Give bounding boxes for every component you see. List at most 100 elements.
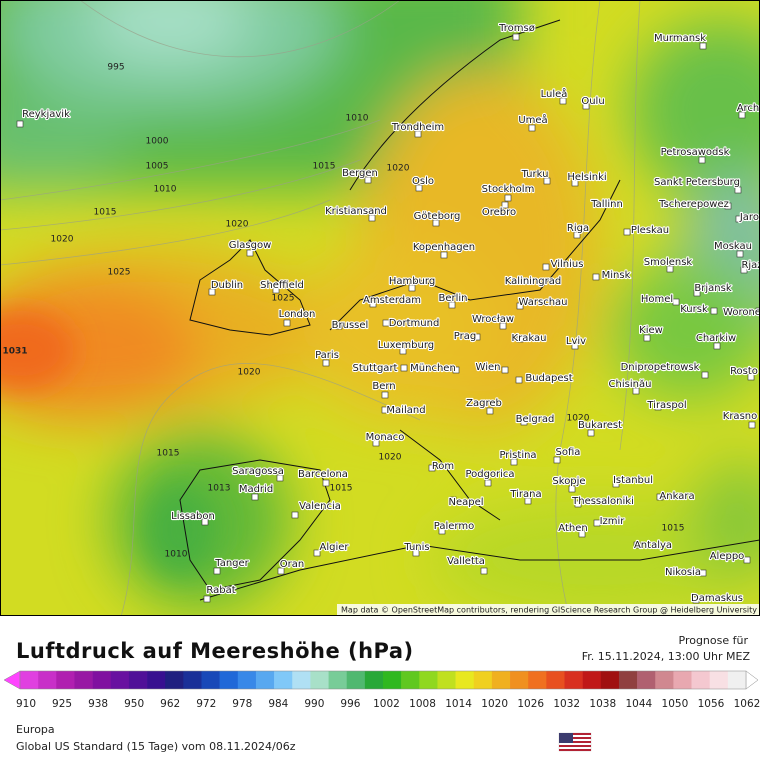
colorbar-swatch	[128, 671, 148, 689]
city-label: Petrosawodsk	[661, 147, 730, 158]
city-marker	[381, 391, 389, 399]
city-marker	[272, 286, 280, 294]
city-label: Athen	[558, 523, 587, 534]
city-label: Belgrad	[516, 414, 555, 425]
city-marker	[382, 319, 390, 327]
city-marker	[369, 300, 377, 308]
colorbar-swatch	[165, 671, 184, 689]
city-label: London	[279, 309, 316, 320]
colorbar-swatch	[655, 671, 674, 689]
colorbar-tick-label: 1002	[373, 698, 400, 710]
city-marker	[510, 458, 518, 466]
city-label: Hamburg	[389, 276, 435, 287]
city-label: Lissabon	[171, 511, 215, 522]
city-label: Rosto	[730, 366, 758, 377]
city-marker	[213, 567, 221, 575]
isobar-label: 1020	[226, 220, 249, 230]
colorbar-swatch	[255, 671, 275, 689]
city-label: Riga	[567, 223, 589, 234]
city-label: Tanger	[214, 558, 249, 569]
city-marker	[412, 549, 420, 557]
city-marker	[208, 288, 216, 296]
colorbar-swatch	[437, 671, 456, 689]
colorbar-swatch	[183, 671, 202, 689]
city-marker	[291, 511, 299, 519]
city-marker	[571, 342, 579, 350]
city-marker	[612, 480, 620, 488]
city-label: Luleå	[541, 87, 568, 100]
city-label: Rjaz	[741, 260, 760, 271]
colorbar-swatch	[310, 671, 329, 689]
city-marker	[251, 493, 259, 501]
city-marker	[713, 342, 721, 350]
colorbar-swatch	[74, 671, 93, 689]
city-marker	[587, 429, 595, 437]
city-marker	[568, 485, 576, 493]
city-label: Dnipropetrowsk	[621, 362, 700, 373]
city-label: Moskau	[714, 241, 752, 252]
city-marker	[633, 541, 641, 549]
city-label: Worone	[723, 307, 760, 318]
isobar-lines	[1, 1, 641, 615]
isobar-label: 1020	[238, 368, 261, 378]
city-label: Nikosia	[665, 567, 701, 578]
city-marker	[755, 307, 759, 315]
city-label: Göteborg	[414, 211, 461, 222]
city-label: Umeå	[518, 113, 547, 126]
city-marker	[372, 439, 380, 447]
city-label: Madrid	[239, 484, 273, 495]
city-label: Kiew	[639, 325, 663, 336]
city-label: Ankara	[659, 491, 694, 502]
city-label: Wrocław	[472, 314, 514, 325]
city-label: Damaskus	[691, 593, 743, 604]
city-marker	[504, 194, 512, 202]
city-label: Algier	[319, 542, 349, 553]
colorbar-swatch	[673, 671, 692, 689]
city-marker	[553, 456, 561, 464]
city-marker	[542, 263, 550, 271]
isobar-label: 1015	[313, 162, 336, 172]
colorbar-swatch	[401, 671, 420, 689]
city-label: Krakau	[512, 333, 547, 344]
city-label: Valletta	[447, 556, 485, 567]
city-marker	[516, 302, 524, 310]
city-label: Kaliningrad	[505, 276, 561, 287]
city-label: Jaros	[739, 212, 760, 223]
colorbar: 910 925 938 950 962 972 978 984 990 996 1002 1008 10…	[3, 670, 760, 710]
city-label: Charkiw	[696, 333, 736, 344]
city-marker	[666, 265, 674, 273]
forecast-time: Fr. 15.11.2024, 13:00 Uhr MEZ	[582, 650, 751, 663]
city-marker	[415, 184, 423, 192]
city-label: Valencia	[299, 501, 341, 512]
city-label: Lviv	[566, 336, 586, 347]
city-label: Zagreb	[466, 398, 502, 409]
city-label: Minsk	[602, 270, 631, 281]
city-marker	[484, 479, 492, 487]
colorbar-swatch	[237, 671, 257, 689]
city-label: Wien	[476, 362, 501, 373]
colorbar-swatch	[491, 671, 511, 689]
city-marker	[573, 231, 581, 239]
isobar-label: 995	[107, 63, 124, 73]
colorbar-swatch	[147, 671, 166, 689]
colorbar-arrow-right	[745, 670, 759, 690]
colorbar-swatch	[20, 671, 39, 689]
isobar-label: 1010	[165, 550, 188, 560]
city-label: Smolensk	[644, 257, 693, 268]
city-marker	[516, 335, 524, 343]
city-label: Stuttgart	[353, 363, 398, 374]
city-marker	[448, 301, 456, 309]
attribution: Map data © OpenStreetMap contributors, r…	[341, 606, 757, 615]
colorbar-swatch	[38, 671, 57, 689]
city-label: Sheffield	[260, 280, 304, 291]
city-label: Sofia	[556, 447, 581, 458]
colorbar-tick-label: 996	[340, 698, 360, 710]
colorbar-swatch	[292, 671, 311, 689]
isobar-label: 1015	[662, 524, 685, 534]
city-label: Skopje	[552, 476, 585, 487]
city-label: Tallinn	[590, 199, 623, 210]
colorbar-swatch	[346, 671, 366, 689]
city-marker	[381, 406, 389, 414]
colorbar-tick-label: 962	[160, 698, 180, 710]
city-label: Tirana	[509, 489, 541, 500]
